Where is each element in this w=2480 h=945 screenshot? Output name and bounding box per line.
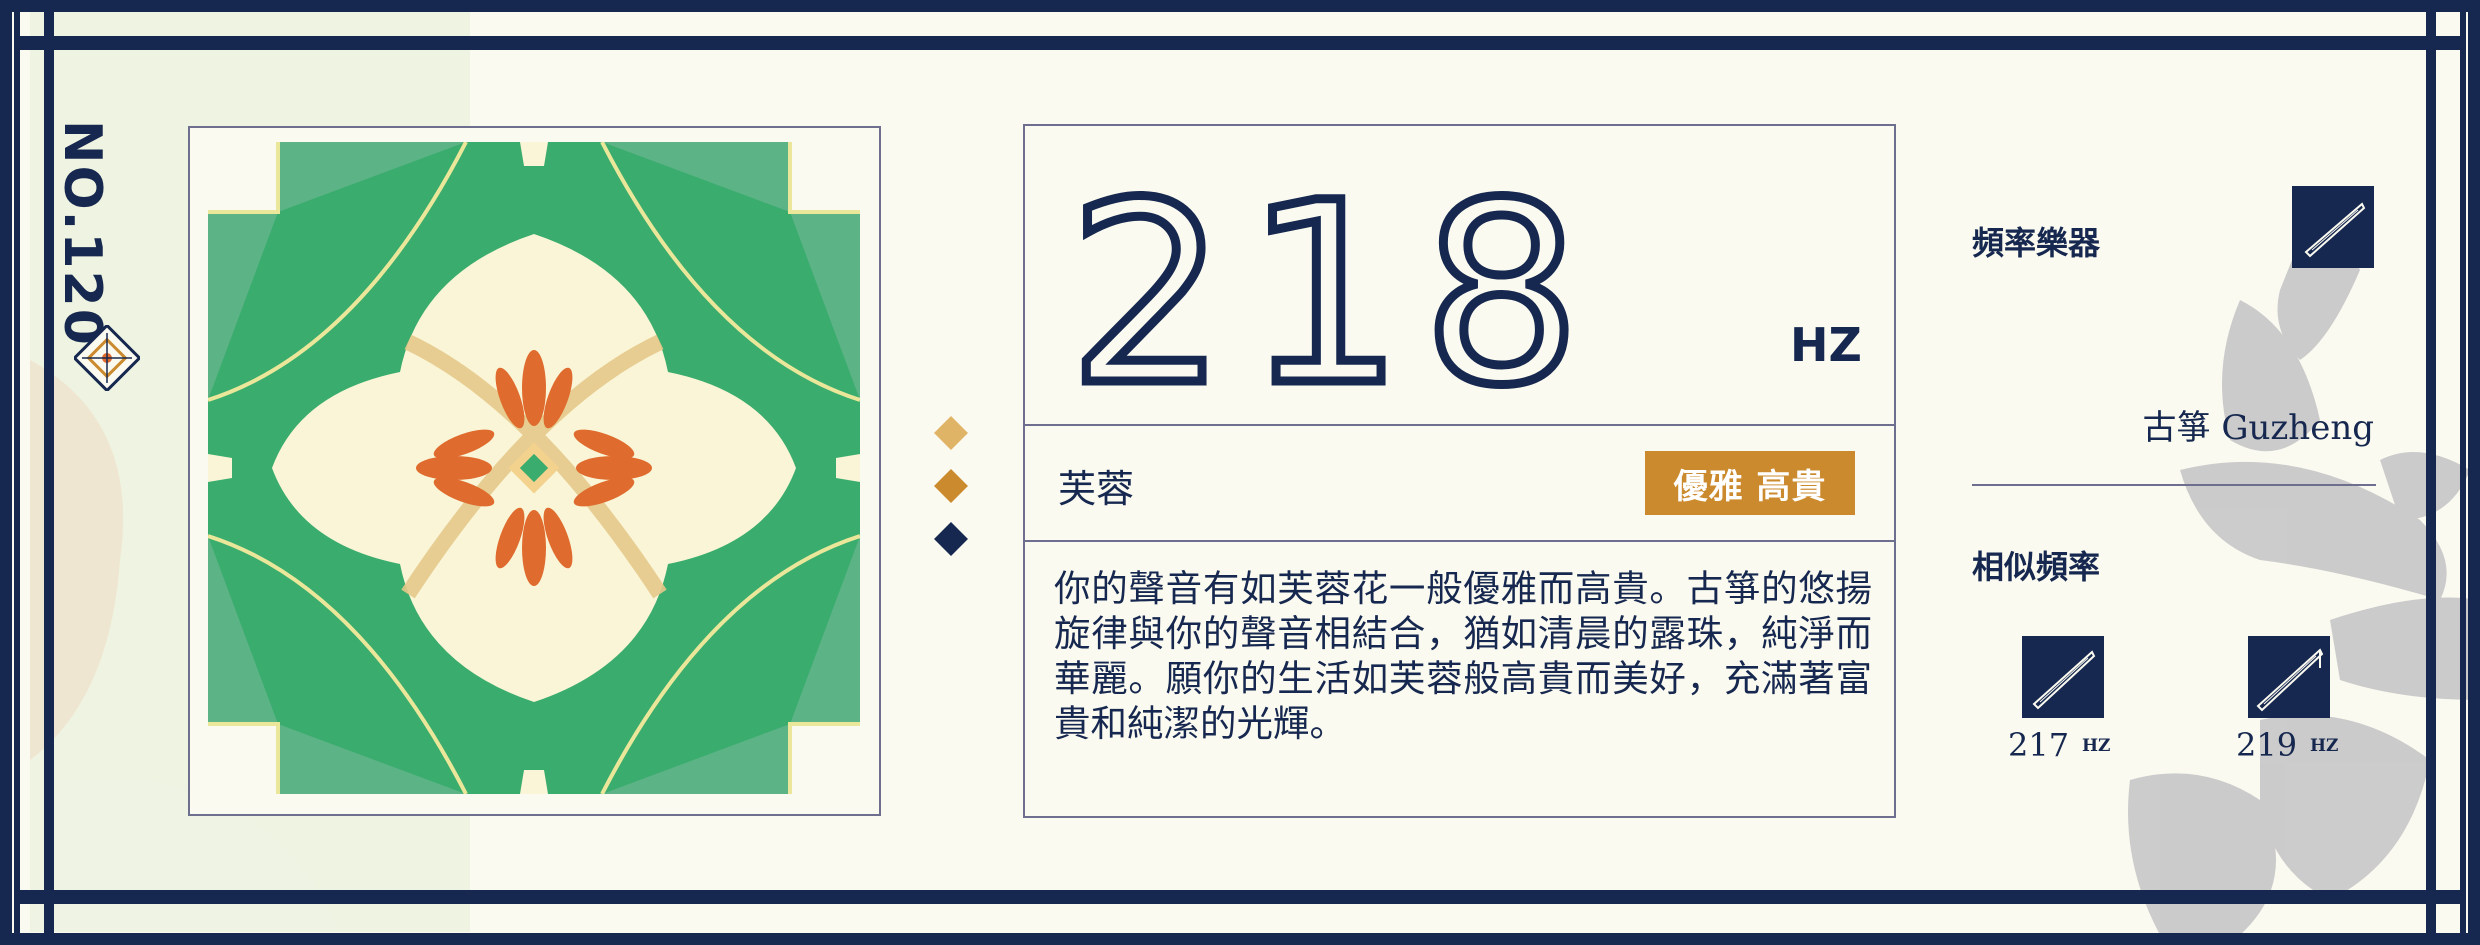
diamond-ornament-icon xyxy=(74,325,140,391)
similar-frequency-value: 219 xyxy=(2236,726,2298,764)
side-divider xyxy=(1972,484,2376,486)
diamond-markers xyxy=(934,416,968,556)
similar-frequency-unit: HZ xyxy=(2082,736,2111,756)
instrument-name: 古箏 Guzheng xyxy=(2142,408,2374,448)
guzheng-icon xyxy=(2248,636,2330,718)
divider xyxy=(1024,540,1895,542)
flower-tile-icon xyxy=(208,142,860,794)
guzheng-icon xyxy=(2022,636,2104,718)
instrument-title: 頻率樂器 xyxy=(1972,224,2101,262)
similar-frequency-value: 217 xyxy=(2008,726,2070,764)
frequency-value: 218 xyxy=(1063,149,1600,440)
guzheng-icon xyxy=(2292,186,2374,268)
divider xyxy=(1024,424,1895,426)
card-number: NO.120 xyxy=(52,120,112,347)
brush-stroke-decoration xyxy=(2128,238,2480,935)
similar-frequency-unit: HZ xyxy=(2310,736,2339,756)
similar-title: 相似頻率 xyxy=(1972,548,2101,586)
frequency-unit: HZ xyxy=(1790,318,1862,372)
flower-name: 芙蓉 xyxy=(1058,467,1135,511)
trait-badge: 優雅 高貴 xyxy=(1645,451,1855,515)
description-text: 你的聲音有如芙蓉花一般優雅而高貴。古箏的悠揚旋律與你的聲音相結合，猶如清晨的露珠… xyxy=(1054,567,1872,745)
